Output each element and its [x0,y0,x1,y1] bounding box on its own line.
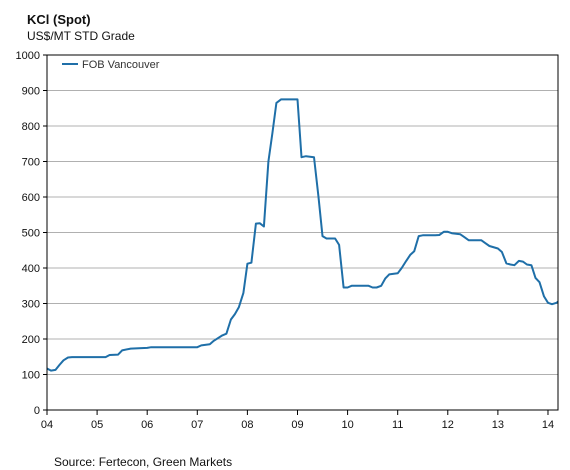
y-tick-label: 500 [22,228,40,240]
x-axis-ticks: 04 05 06 07 08 09 10 11 12 13 14 [41,410,554,431]
y-tick-label: 700 [22,157,40,169]
x-tick-label: 14 [542,419,554,431]
x-tick-label: 10 [341,419,353,431]
x-tick-label: 06 [141,419,153,431]
legend-label: FOB Vancouver [82,59,160,71]
y-tick-label: 400 [22,263,40,275]
chart-title: KCl (Spot) [27,12,91,27]
x-tick-label: 09 [291,419,303,431]
x-tick-label: 04 [41,419,53,431]
x-tick-label: 13 [492,419,504,431]
plot-frame [46,54,559,411]
y-tick-label: 100 [22,370,40,382]
source-note: Source: Fertecon, Green Markets [54,455,233,469]
series-line-fob-vancouver [46,98,559,372]
chart-subtitle: US$/MT STD Grade [27,29,135,43]
y-axis-ticks: 0 100 200 300 400 500 600 700 800 900 1000 [16,50,47,417]
y-tick-label: 300 [22,299,40,311]
y-tick-label: 1000 [16,50,40,62]
y-tick-label: 800 [22,121,40,133]
legend: FOB Vancouver [62,59,160,71]
y-tick-label: 600 [22,192,40,204]
y-tick-label: 200 [22,334,40,346]
x-tick-label: 07 [191,419,203,431]
y-tick-label: 0 [34,405,40,417]
series-group [46,98,559,372]
x-tick-label: 08 [241,419,253,431]
x-tick-label: 05 [91,419,103,431]
y-tick-label: 900 [22,86,40,98]
x-tick-label: 12 [442,419,454,431]
gridlines [47,90,558,375]
x-tick-label: 11 [392,419,403,431]
